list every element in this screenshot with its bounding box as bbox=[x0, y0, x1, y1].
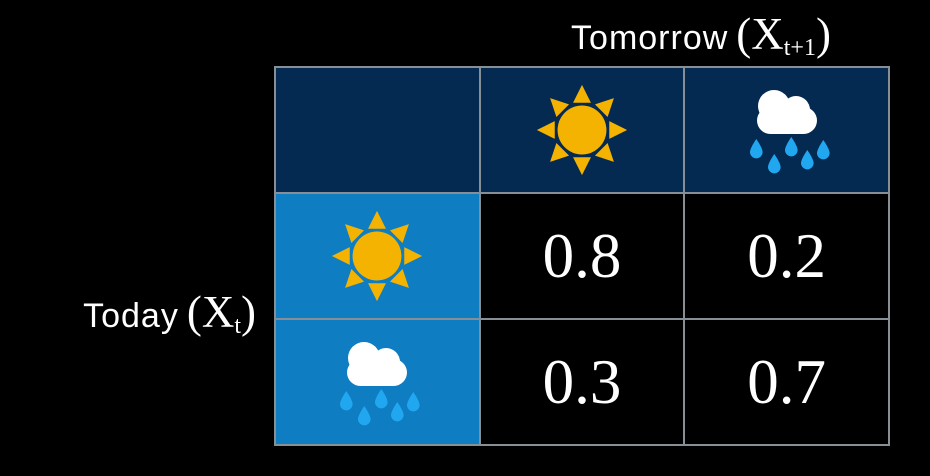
sun-icon bbox=[332, 210, 423, 302]
cell-sunny-sunny: 0.8 bbox=[480, 194, 684, 318]
cell-rainy-sunny: 0.3 bbox=[480, 320, 684, 444]
transition-matrix-table: 0.8 0.2 0.3 0.7 bbox=[274, 66, 890, 446]
col-header-sunny bbox=[480, 68, 684, 192]
rain-cloud-icon bbox=[340, 342, 420, 426]
today-math-symbol: (Xt) bbox=[186, 287, 256, 339]
tomorrow-label-text: Tomorrow bbox=[571, 19, 729, 57]
tomorrow-axis-label: Tomorrow (Xt+1) bbox=[497, 10, 905, 62]
cell-rainy-rainy: 0.7 bbox=[685, 320, 888, 444]
rain-cloud-icon bbox=[749, 90, 830, 174]
today-axis-label: Today (Xt) bbox=[0, 288, 256, 340]
sun-icon bbox=[536, 84, 628, 176]
col-header-rainy bbox=[685, 68, 888, 192]
tomorrow-math-symbol: (Xt+1) bbox=[736, 9, 831, 61]
row-header-sunny bbox=[276, 194, 479, 318]
row-header-rainy bbox=[276, 320, 479, 444]
today-label-text: Today bbox=[83, 297, 179, 335]
corner-cell bbox=[276, 68, 479, 192]
cell-sunny-rainy: 0.2 bbox=[685, 194, 888, 318]
